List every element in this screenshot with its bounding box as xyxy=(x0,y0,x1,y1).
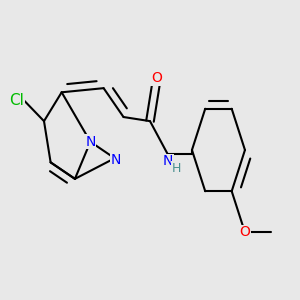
Text: O: O xyxy=(239,225,250,239)
Text: N: N xyxy=(111,153,121,167)
Text: N: N xyxy=(163,154,173,169)
Text: H: H xyxy=(172,162,181,175)
Text: O: O xyxy=(151,71,162,85)
Text: N: N xyxy=(85,135,96,149)
Text: Cl: Cl xyxy=(9,93,24,108)
